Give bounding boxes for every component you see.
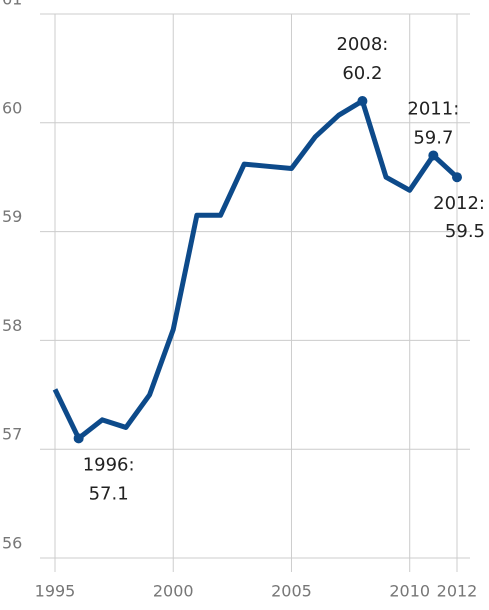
- data-line: [52, 98, 459, 441]
- y-tick-label: 61: [2, 0, 22, 9]
- y-tick-label: 56: [2, 534, 22, 553]
- data-point: [73, 433, 84, 444]
- data-point: [452, 172, 462, 183]
- x-tick-label: 2000: [153, 582, 194, 601]
- y-tick-label: 59: [2, 207, 22, 226]
- point-label: 60.2: [342, 63, 382, 84]
- point-label: 2012:: [433, 193, 485, 214]
- point-label: 1996:: [83, 454, 135, 475]
- x-tick-label: 1995: [35, 582, 76, 601]
- x-tick-label: 2010: [389, 582, 430, 601]
- data-point: [357, 96, 368, 107]
- x-tick-label: 2012: [437, 582, 478, 601]
- y-tick-label: 57: [2, 425, 22, 444]
- point-label: 57.1: [89, 483, 129, 504]
- point-label: 2011:: [407, 98, 459, 119]
- point-label: 59.7: [413, 127, 453, 148]
- x-tick-label: 2005: [271, 582, 312, 601]
- data-point: [428, 150, 439, 161]
- y-tick-label: 60: [2, 98, 22, 117]
- point-label: 2008:: [336, 34, 388, 55]
- y-tick-label: 58: [2, 316, 22, 335]
- point-label: 59.5: [445, 221, 485, 242]
